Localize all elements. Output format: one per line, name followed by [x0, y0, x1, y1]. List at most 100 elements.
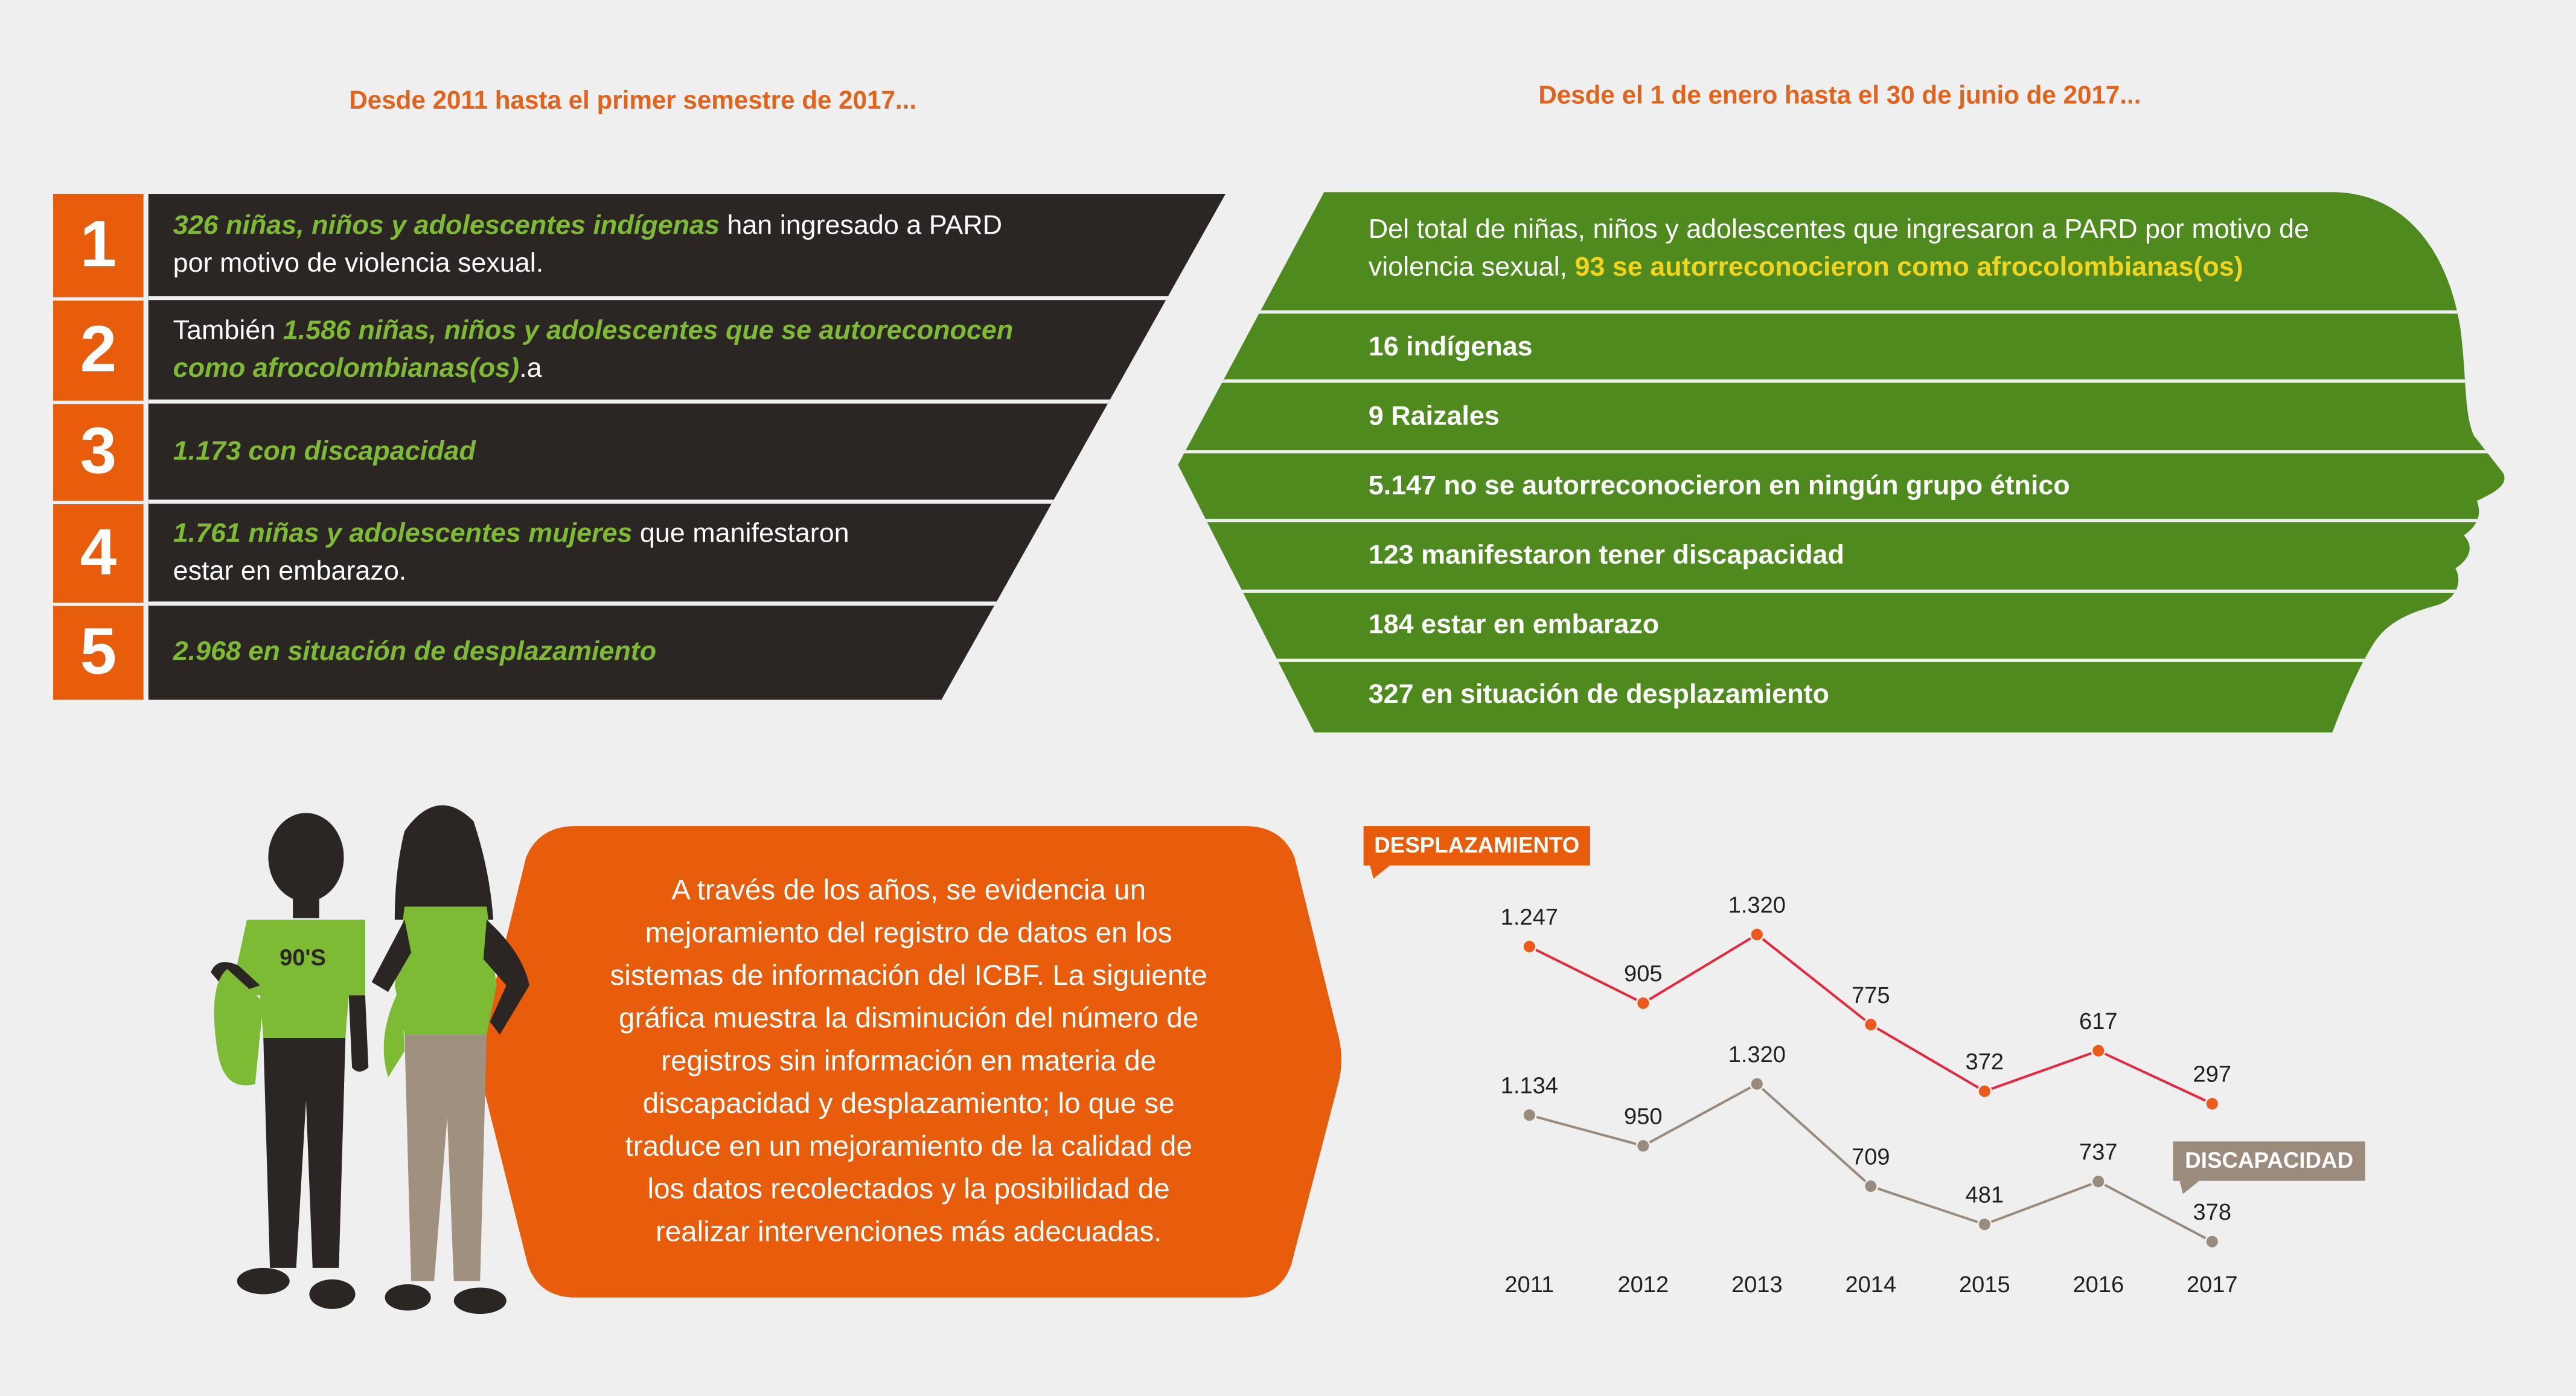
- number-box: [53, 404, 144, 501]
- data-point: [1863, 1017, 1879, 1033]
- text-segment: .a: [519, 352, 542, 383]
- item-text: como afrocolombianas(os).a: [173, 352, 542, 383]
- head-row: 123 manifestaron tener discapacidad: [1369, 539, 1844, 570]
- figure-hair: [394, 805, 494, 920]
- data-point: [1750, 1076, 1765, 1092]
- number-box: [53, 504, 144, 603]
- value-label: 617: [2079, 1009, 2118, 1034]
- number-box: [53, 300, 144, 401]
- data-point: [1635, 996, 1651, 1011]
- figure-pants: [404, 1034, 487, 1281]
- text-segment: 326 niñas, niños y adolescentes indígena…: [173, 209, 720, 240]
- data-point: [1635, 1138, 1651, 1154]
- text-segment: 2.968 en situación de desplazamiento: [173, 635, 657, 666]
- text-segment: han ingresado a PARD: [720, 209, 1002, 240]
- head-intro: violencia sexual, 93 se autorreconociero…: [1369, 251, 2243, 282]
- right-heading: Desde el 1 de enero hasta el 30 de junio…: [1538, 81, 2141, 109]
- x-tick-label: 2016: [2073, 1272, 2124, 1298]
- text-segment: 1.173 con discapacidad: [173, 435, 477, 466]
- data-point: [1522, 939, 1537, 954]
- text-segment: 1.586 niñas, niños y adolescentes que se…: [283, 314, 1014, 345]
- value-label: 372: [1966, 1049, 2004, 1075]
- figure-neck: [293, 895, 319, 918]
- item-text: 326 niñas, niños y adolescentes indígena…: [173, 209, 1002, 240]
- data-point: [1522, 1107, 1537, 1122]
- legend-pointer: [2179, 1180, 2200, 1194]
- x-tick-label: 2011: [1504, 1272, 1554, 1298]
- callout-line: gráfica muestra la disminución del númer…: [619, 1002, 1198, 1034]
- text-segment: 1.761 niñas y adolescentes mujeres: [173, 517, 633, 548]
- item-number: 2: [80, 313, 117, 386]
- head-row: 184 estar en embarazo: [1369, 609, 1659, 639]
- callout-line: discapacidad y desplazamiento; lo que se: [643, 1087, 1175, 1119]
- callout-line: registros sin información en materia de: [661, 1045, 1156, 1077]
- figures: 90'S: [211, 805, 529, 1314]
- shirt-text: 90'S: [280, 946, 326, 971]
- figure-shoe: [237, 1267, 290, 1295]
- callout-shape: [479, 826, 1341, 1298]
- text-segment: violencia sexual,: [1369, 251, 1575, 282]
- item-text: También 1.586 niñas, niños y adolescente…: [173, 314, 1014, 345]
- data-point: [2205, 1234, 2220, 1249]
- value-label: 378: [2193, 1200, 2232, 1225]
- text-segment: como afrocolombianas(os): [173, 352, 520, 383]
- value-label: 775: [1852, 983, 1890, 1008]
- head-separators: [1178, 310, 2505, 662]
- callout-line: mejoramiento del registro de datos en lo…: [645, 917, 1172, 949]
- item-text: 2.968 en situación de desplazamiento: [173, 635, 657, 666]
- item-text: estar en embarazo.: [173, 555, 407, 586]
- value-label: 1.320: [1728, 1042, 1786, 1068]
- data-point: [1977, 1084, 1992, 1099]
- figure-bag: [214, 969, 264, 1086]
- value-label: 1.320: [1728, 893, 1786, 918]
- number-box: [53, 193, 144, 298]
- callout-line: los datos recolectados y la posibilidad …: [648, 1173, 1170, 1205]
- legend-tag: [2173, 1141, 2365, 1181]
- value-label: 737: [2079, 1140, 2118, 1165]
- data-point: [2205, 1096, 2220, 1112]
- x-tick-label: 2012: [1617, 1272, 1669, 1298]
- callout-line: realizar intervenciones más adecuadas.: [656, 1215, 1162, 1247]
- callout-line: sistemas de información del ICBF. La sig…: [610, 959, 1207, 991]
- x-tick-label: 2013: [1731, 1272, 1783, 1298]
- text-segment: estar en embarazo.: [173, 555, 407, 586]
- figure-pants: [263, 1038, 346, 1268]
- head-row: 9 Raizales: [1369, 400, 1500, 431]
- text-segment: Del total de niñas, niños y adolescentes…: [1369, 213, 2309, 244]
- figure-arm: [348, 995, 369, 1072]
- value-label: 709: [1852, 1144, 1890, 1170]
- callout-line: traduce en un mejoramiento de la calidad…: [625, 1130, 1192, 1162]
- legend-tag: [1363, 826, 1590, 866]
- item-number: 1: [80, 208, 117, 281]
- head-row: 5.147 no se autorreconocieron en ningún …: [1369, 470, 2070, 501]
- value-label: 297: [2193, 1062, 2232, 1087]
- item-number: 3: [80, 415, 117, 488]
- figure-shoe: [453, 1287, 507, 1314]
- figure-arm: [483, 920, 529, 1035]
- item-text: 1.173 con discapacidad: [173, 435, 477, 466]
- data-point: [2091, 1043, 2106, 1058]
- callout-line: A través de los años, se evidencia un: [671, 874, 1146, 906]
- value-label: 905: [1624, 961, 1663, 987]
- figure-shoe: [309, 1279, 356, 1309]
- text-segment: También: [173, 314, 283, 345]
- data-point: [2091, 1174, 2106, 1189]
- figure-shoe: [385, 1284, 431, 1311]
- data-point: [1863, 1179, 1879, 1194]
- figure-arm: [371, 920, 412, 992]
- data-point: [1750, 927, 1765, 942]
- data-point: [1977, 1217, 1992, 1232]
- figure-shirt: [230, 920, 365, 1039]
- value-label: 481: [1966, 1183, 2004, 1208]
- x-tick-label: 2014: [1845, 1272, 1896, 1298]
- figure-head: [268, 813, 344, 902]
- x-tick-label: 2015: [1959, 1272, 2010, 1298]
- number-box: [53, 606, 144, 700]
- left-heading: Desde 2011 hasta el primer semestre de 2…: [349, 86, 916, 114]
- figure-bag: [383, 985, 405, 1078]
- value-label: 1.134: [1501, 1074, 1558, 1099]
- figure-shirt: [394, 906, 497, 1035]
- item-text: 1.761 niñas y adolescentes mujeres que m…: [173, 517, 849, 548]
